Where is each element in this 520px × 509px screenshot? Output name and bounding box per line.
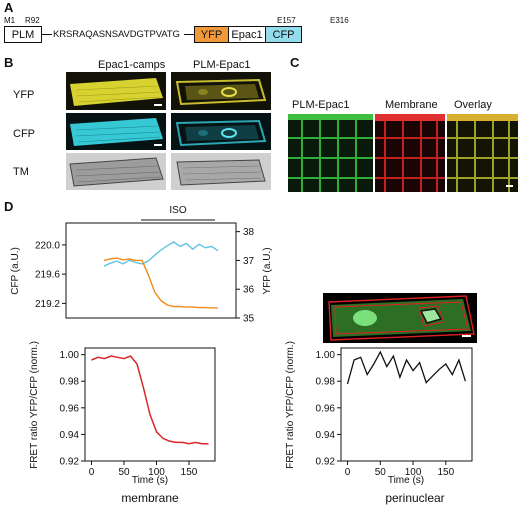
iso-label: ISO <box>169 205 186 216</box>
y-axis-label: FRET ratio YFP/CFP (norm.) <box>285 341 296 469</box>
epac1-camps-cfp-image <box>66 113 166 150</box>
y-tick-label: 1.00 <box>60 350 80 361</box>
series-line-membrane <box>91 355 209 445</box>
y-tick-label: 0.92 <box>60 457 80 468</box>
panel-label-a: A <box>4 0 14 15</box>
y2-tick-label: 35 <box>243 314 255 325</box>
series-line-yfp <box>103 257 218 309</box>
series-line-cfp <box>103 241 219 267</box>
panel-b-col1-header: Epac1-camps <box>98 59 166 71</box>
y-tick-label: 0.94 <box>60 430 80 441</box>
x-axis-label: Time (s) <box>388 475 424 485</box>
plm-epac1-yfp-image <box>171 72 271 110</box>
panel-b-col2-header: PLM-Epac1 <box>193 59 251 71</box>
linker-sequence: KRSRAQASNSAVDGTPVATG <box>53 29 180 40</box>
scale-bar <box>462 335 471 337</box>
y-tick-label: 0.98 <box>316 377 336 388</box>
x-tick-label: 100 <box>148 467 165 478</box>
y-tick-label: 219.2 <box>35 299 60 310</box>
plot-frame <box>340 347 473 462</box>
y-tick-label: 220.0 <box>35 240 60 251</box>
panel-c-col3-header: Overlay <box>454 99 492 111</box>
panel-b-row-cfp: CFP <box>13 128 35 140</box>
construct-connector-left <box>42 34 52 35</box>
plm-domain-box: PLM <box>4 26 42 43</box>
construct-connector-right <box>184 34 194 35</box>
plot-frame <box>84 347 216 462</box>
y2-tick-label: 38 <box>243 227 255 238</box>
x-tick-label: 100 <box>405 467 422 478</box>
plm-epac1-cfp-image <box>171 113 271 150</box>
y-axis-label-yfp: YFP (a.U.) <box>262 247 273 294</box>
x-tick-label: 150 <box>437 467 454 478</box>
cfp-domain-box: CFP <box>266 26 302 43</box>
y-axis-label-cfp: CFP (a.U.) <box>10 247 21 295</box>
x-tick-label: 50 <box>375 467 387 478</box>
x-tick-label: 0 <box>89 467 95 478</box>
y-tick-label: 0.92 <box>316 457 336 468</box>
perinuclear-roi-image <box>323 293 477 343</box>
y-tick-label: 219.6 <box>35 270 60 281</box>
y2-tick-label: 36 <box>243 285 255 296</box>
panel-c-col1-header: PLM-Epac1 <box>292 99 350 111</box>
x-tick-label: 0 <box>345 467 351 478</box>
series-line-perinuclear <box>346 350 467 385</box>
panel-label-c: C <box>290 55 300 70</box>
panel-c-col2-header: Membrane <box>385 99 438 111</box>
construct-e157-label: E157 <box>277 16 296 25</box>
panel-label-b: B <box>4 55 14 70</box>
y-axis-label: FRET ratio YFP/CFP (norm.) <box>29 341 40 469</box>
scale-bar <box>154 144 162 146</box>
scale-bar <box>154 104 162 106</box>
plot-frame <box>65 222 237 319</box>
yfp-domain-box: YFP <box>194 26 229 43</box>
x-tick-label: 150 <box>181 467 198 478</box>
construct-r92-label: R92 <box>25 16 40 25</box>
y-tick-label: 1.00 <box>316 350 336 361</box>
x-axis-label: Time (s) <box>132 475 168 485</box>
panel-b-row-tm: TM <box>13 166 29 178</box>
y-tick-label: 0.94 <box>316 430 336 441</box>
perinuclear-caption: perinuclear <box>385 491 445 505</box>
construct-m1-label: M1 <box>4 16 16 25</box>
panel-label-d: D <box>4 199 14 214</box>
y-tick-label: 0.96 <box>60 403 80 414</box>
membrane-fret-chart: 1.000.980.960.940.92 0 50 100 150 Time (s) … <box>29 341 216 485</box>
perinuclear-fret-chart: 1.000.980.960.940.92 0 50 100 150 Time (s) … <box>285 341 473 485</box>
membrane-caption: membrane <box>121 491 179 505</box>
y-tick-label: 0.96 <box>316 403 336 414</box>
scale-bar <box>506 185 513 187</box>
epac1-camps-tm-image <box>66 153 166 190</box>
epac1-domain-box: Epac1 <box>229 26 266 43</box>
construct-e316-label: E316 <box>330 16 349 25</box>
panel-b-row-yfp: YFP <box>13 89 35 101</box>
panel-c-overlay-image <box>447 114 518 192</box>
panel-c-plm-epac1-image <box>288 114 373 192</box>
y-tick-label: 0.98 <box>60 377 80 388</box>
epac1-camps-yfp-image <box>66 72 166 110</box>
y2-tick-label: 37 <box>243 256 255 267</box>
x-tick-label: 50 <box>118 467 130 478</box>
plm-epac1-tm-image <box>171 153 271 190</box>
panel-c-membrane-image <box>375 114 445 192</box>
